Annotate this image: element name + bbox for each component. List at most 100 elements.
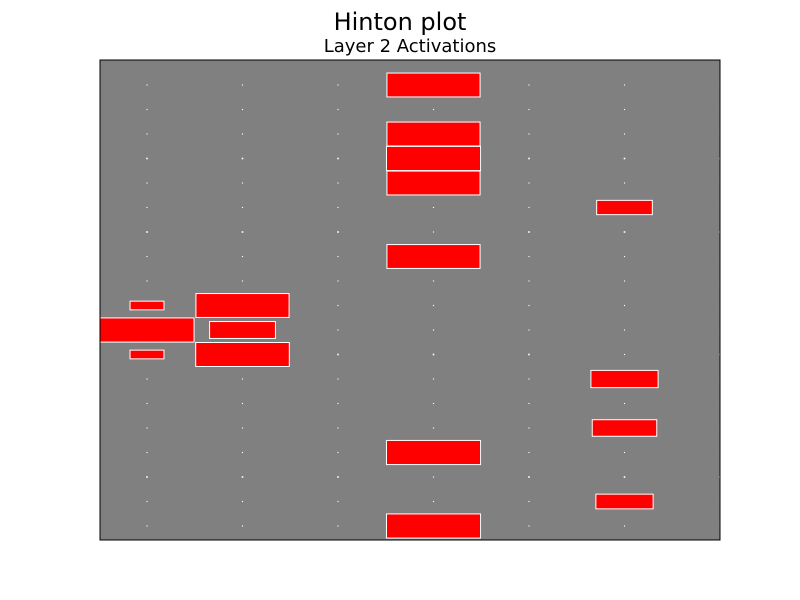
weight-cell [591,419,658,437]
small-weight-dot [528,157,530,160]
small-weight-dot [337,476,339,478]
small-weight-dot [432,231,435,233]
small-weight-dot [528,206,530,209]
small-weight-dot [146,84,148,86]
small-weight-dot [528,378,530,380]
weight-cell [209,321,276,339]
weight-cell [386,170,481,196]
weight-cell [385,439,482,466]
small-weight-dot [528,476,530,478]
small-weight-dot [241,378,244,380]
small-weight-dot [528,255,530,258]
weight-cell [195,341,290,368]
small-weight-dot [146,231,148,233]
small-weight-dot [337,427,339,429]
chart-title: Hinton plot [333,8,467,36]
small-weight-dot [241,182,244,184]
small-weight-dot [241,133,244,135]
small-weight-dot [623,353,626,356]
weight-cell [595,493,654,510]
small-weight-dot [432,500,435,503]
small-weight-dot [241,108,244,111]
small-weight-dot [528,329,530,331]
small-weight-dot [146,378,148,380]
small-weight-dot [528,525,530,527]
weight-cell [99,317,195,343]
small-weight-dot [337,525,339,527]
plot-frame [99,59,721,541]
small-weight-dot [623,231,626,233]
small-weight-dot [623,525,626,527]
small-weight-dot [146,500,148,503]
small-weight-dot [146,206,148,209]
small-weight-dot [623,402,626,405]
small-weight-dot [432,378,435,380]
weight-cell [129,300,165,311]
small-weight-dot [146,451,148,454]
small-weight-dot [623,329,626,331]
small-weight-dot [432,206,435,209]
small-weight-dot [337,84,339,86]
small-weight-dot [337,500,339,503]
small-weight-dot [241,280,244,282]
small-weight-dot [528,280,530,282]
small-weight-dot [337,304,339,307]
small-weight-dot [337,329,339,331]
weight-cell [590,369,659,389]
small-weight-dot [337,133,339,135]
small-weight-dot [432,402,435,405]
small-weight-dot [146,427,148,429]
small-weight-dot [146,255,148,258]
small-weight-dot [337,157,339,160]
small-weight-dot [528,500,530,503]
small-weight-dot [337,353,339,356]
small-weight-dot [528,304,530,307]
small-weight-dot [623,304,626,307]
small-weight-dot [146,157,148,160]
small-weight-dot [241,476,244,478]
small-weight-dot [432,280,435,282]
small-weight-dot [337,280,339,282]
small-weight-dot [528,402,530,405]
small-weight-dot [432,353,435,356]
small-weight-dot [146,182,148,184]
small-weight-dot [432,108,435,111]
small-weight-dot [528,427,530,429]
weight-cell [386,72,481,98]
weight-cell [596,199,653,216]
small-weight-dot [528,353,530,356]
small-weight-dot [146,402,148,405]
small-weight-dot [528,182,530,184]
small-weight-dot [146,133,148,135]
weight-cell [385,145,482,172]
small-weight-dot [241,451,244,454]
weight-cell [195,293,290,318]
weight-cell [129,349,165,360]
small-weight-dot [623,182,626,184]
small-weight-dot [241,84,244,86]
small-weight-dot [337,206,339,209]
small-weight-dot [432,329,435,331]
small-weight-dot [241,206,244,209]
small-weight-dot [623,476,626,478]
small-weight-dot [528,84,530,86]
small-weight-dot [432,427,435,429]
small-weight-dot [528,108,530,111]
small-weight-dot [432,476,435,478]
small-weight-dot [623,255,626,258]
small-weight-dot [337,108,339,111]
small-weight-dot [146,108,148,111]
small-weight-dot [528,231,530,233]
small-weight-dot [337,231,339,233]
small-weight-dot [337,378,339,380]
small-weight-dot [241,525,244,527]
small-weight-dot [241,255,244,258]
chart-subtitle: Layer 2 Activations [323,36,497,57]
small-weight-dot [146,525,148,527]
weight-cell [386,121,481,147]
small-weight-dot [432,304,435,307]
small-weight-dot [623,280,626,282]
small-weight-dot [337,255,339,258]
weights-layer [99,72,659,539]
